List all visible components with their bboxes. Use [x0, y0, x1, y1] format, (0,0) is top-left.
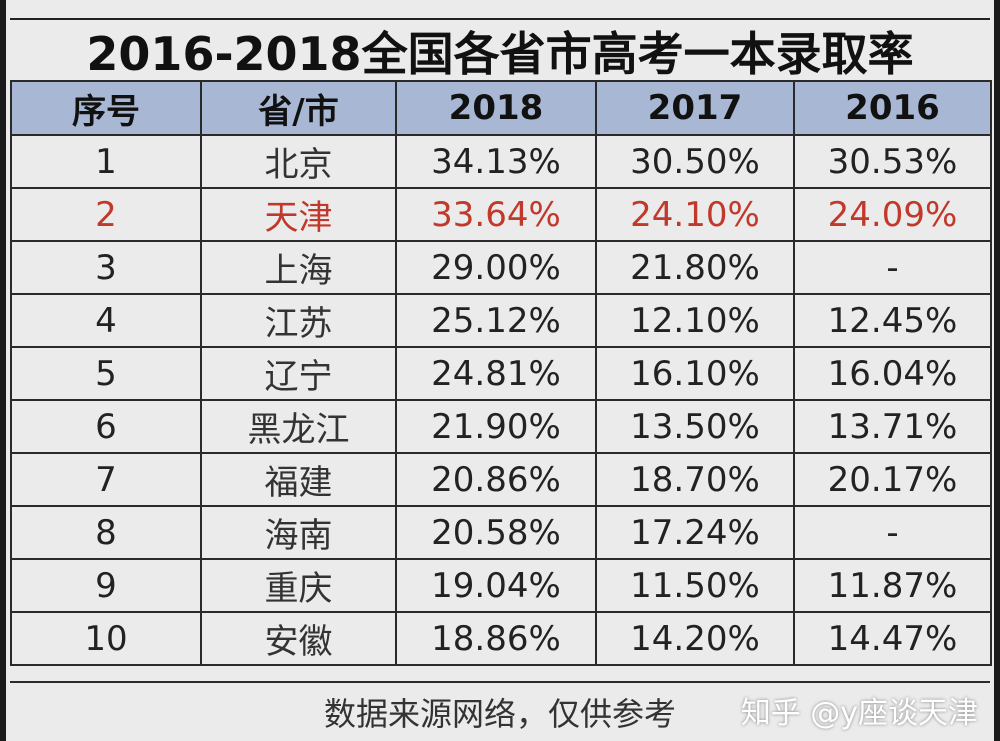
table-row: 5 辽宁 24.81% 16.10% 16.04%	[10, 346, 992, 401]
table-title: 2016-2018全国各省市高考一本录取率	[10, 18, 990, 84]
table-frame: 2016-2018全国各省市高考一本录取率 序号 省/市 2018 2017 2…	[6, 0, 994, 741]
rate-cell: 18.70%	[595, 452, 795, 507]
table-row: 4 江苏 25.12% 12.10% 12.45%	[10, 293, 992, 348]
rate-cell: 25.12%	[395, 293, 597, 348]
rate-cell: 20.86%	[395, 452, 597, 507]
rate-cell: 21.90%	[395, 399, 597, 454]
province-cell: 上海	[200, 240, 397, 295]
rate-cell: 30.50%	[595, 134, 795, 189]
rate-cell: 33.64%	[395, 187, 597, 242]
table-body: 1 北京 34.13% 30.50% 30.53% 2 天津 33.64% 24.10% 24.0…	[10, 134, 992, 666]
rate-cell: -	[793, 240, 992, 295]
province-cell: 北京	[200, 134, 397, 189]
table-row: 6 黑龙江 21.90% 13.50% 13.71%	[10, 399, 992, 454]
table-row: 7 福建 20.86% 18.70% 20.17%	[10, 452, 992, 507]
province-cell: 辽宁	[200, 346, 397, 401]
table-row: 8 海南 20.58% 17.24% -	[10, 505, 992, 560]
index-cell: 3	[10, 240, 202, 295]
rate-cell: 17.24%	[595, 505, 795, 560]
header-cell: 2016	[793, 80, 992, 136]
province-cell: 海南	[200, 505, 397, 560]
province-cell: 福建	[200, 452, 397, 507]
rate-cell: 11.50%	[595, 558, 795, 613]
rate-cell: -	[793, 505, 992, 560]
rate-cell: 24.09%	[793, 187, 992, 242]
rate-cell: 16.10%	[595, 346, 795, 401]
header-row: 序号 省/市 2018 2017 2016	[10, 80, 992, 136]
rate-cell: 21.80%	[595, 240, 795, 295]
table-row: 2 天津 33.64% 24.10% 24.09%	[10, 187, 992, 242]
index-cell: 6	[10, 399, 202, 454]
table-row: 3 上海 29.00% 21.80% -	[10, 240, 992, 295]
rate-cell: 29.00%	[395, 240, 597, 295]
index-cell: 8	[10, 505, 202, 560]
rate-cell: 34.13%	[395, 134, 597, 189]
rate-cell: 11.87%	[793, 558, 992, 613]
table-row: 10 安徽 18.86% 14.20% 14.47%	[10, 611, 992, 666]
rate-cell: 14.20%	[595, 611, 795, 666]
province-cell: 安徽	[200, 611, 397, 666]
rate-cell: 14.47%	[793, 611, 992, 666]
index-cell: 10	[10, 611, 202, 666]
header-cell: 省/市	[200, 80, 397, 136]
rate-cell: 19.04%	[395, 558, 597, 613]
province-cell: 黑龙江	[200, 399, 397, 454]
index-cell: 2	[10, 187, 202, 242]
admission-rate-table: 序号 省/市 2018 2017 2016 1 北京 34.13% 30.50% 30.…	[10, 80, 992, 666]
rate-cell: 24.81%	[395, 346, 597, 401]
index-cell: 4	[10, 293, 202, 348]
rate-cell: 13.50%	[595, 399, 795, 454]
province-cell: 重庆	[200, 558, 397, 613]
rate-cell: 12.45%	[793, 293, 992, 348]
index-cell: 9	[10, 558, 202, 613]
province-cell: 江苏	[200, 293, 397, 348]
rate-cell: 12.10%	[595, 293, 795, 348]
rate-cell: 20.58%	[395, 505, 597, 560]
rate-cell: 16.04%	[793, 346, 992, 401]
header-cell: 序号	[10, 80, 202, 136]
index-cell: 7	[10, 452, 202, 507]
index-cell: 5	[10, 346, 202, 401]
table-row: 1 北京 34.13% 30.50% 30.53%	[10, 134, 992, 189]
rate-cell: 30.53%	[793, 134, 992, 189]
index-cell: 1	[10, 134, 202, 189]
province-cell: 天津	[200, 187, 397, 242]
footer-note: 数据来源网络，仅供参考	[10, 681, 990, 741]
rate-cell: 18.86%	[395, 611, 597, 666]
header-cell: 2018	[395, 80, 597, 136]
header-cell: 2017	[595, 80, 795, 136]
rate-cell: 20.17%	[793, 452, 992, 507]
rate-cell: 24.10%	[595, 187, 795, 242]
table-row: 9 重庆 19.04% 11.50% 11.87%	[10, 558, 992, 613]
watermark: 知乎 @y座谈天津	[740, 696, 978, 731]
rate-cell: 13.71%	[793, 399, 992, 454]
